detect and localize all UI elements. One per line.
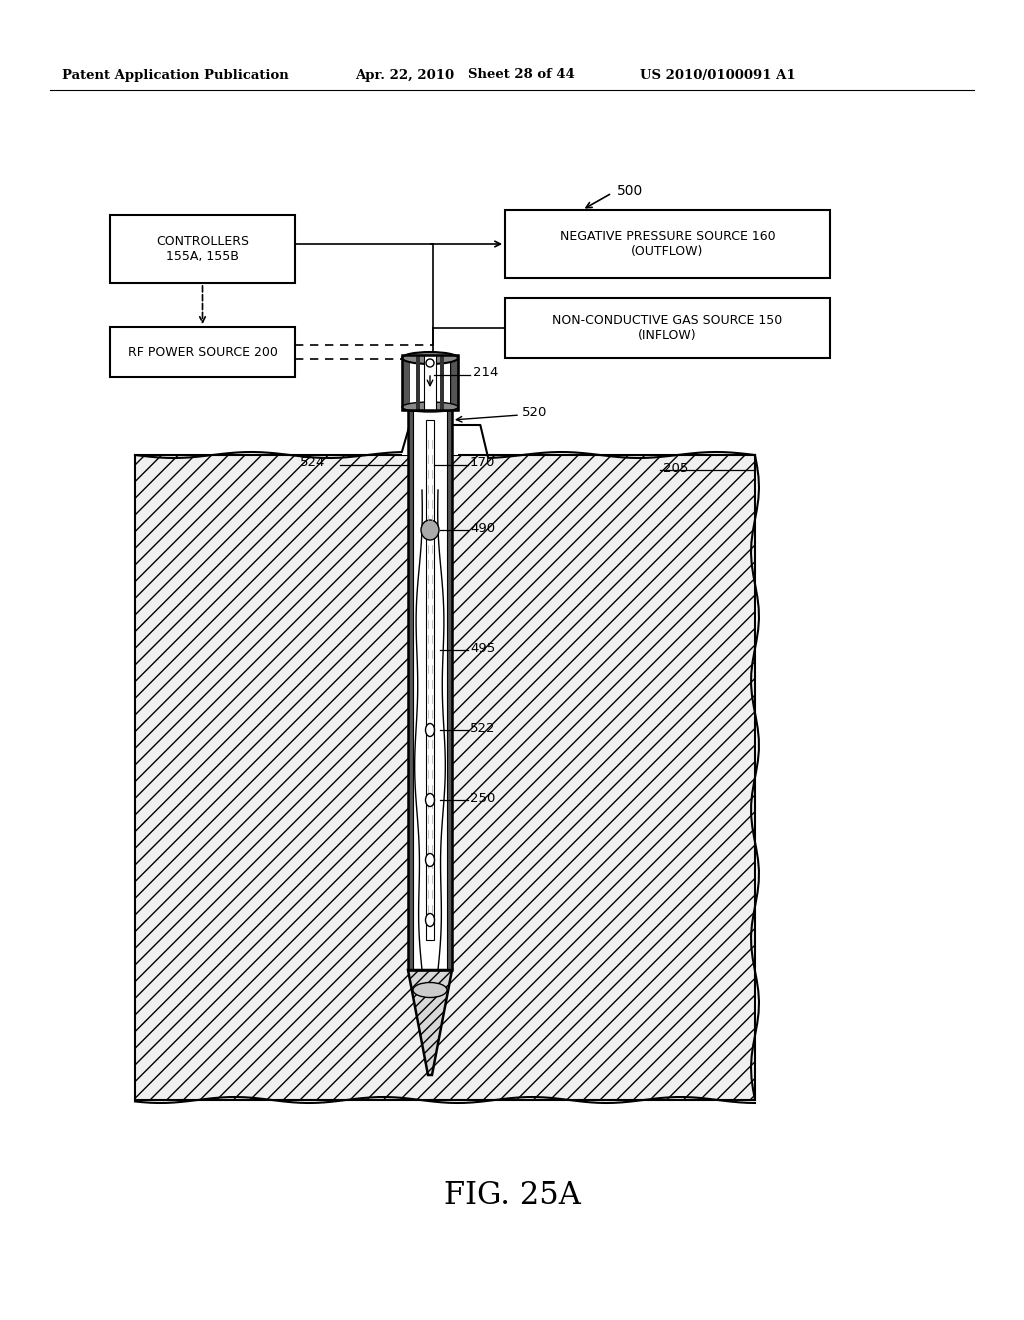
Text: 250: 250: [470, 792, 496, 804]
Bar: [402, 355, 458, 411]
Text: 214: 214: [473, 367, 499, 380]
Bar: [413, 411, 447, 970]
Ellipse shape: [413, 982, 447, 998]
Bar: [447, 411, 452, 970]
Bar: [110, 327, 295, 378]
Text: 500: 500: [617, 183, 643, 198]
Text: 490: 490: [470, 521, 496, 535]
Bar: [402, 355, 410, 411]
Bar: [410, 355, 450, 411]
Text: 495: 495: [470, 642, 496, 655]
Text: 524: 524: [300, 457, 326, 470]
Polygon shape: [408, 970, 452, 1074]
Text: Apr. 22, 2010: Apr. 22, 2010: [355, 69, 454, 82]
Bar: [110, 215, 295, 282]
Bar: [408, 411, 452, 970]
Bar: [440, 355, 444, 411]
Bar: [416, 355, 420, 411]
Bar: [426, 420, 434, 940]
Text: US 2010/0100091 A1: US 2010/0100091 A1: [640, 69, 796, 82]
Ellipse shape: [421, 520, 439, 540]
Ellipse shape: [402, 403, 458, 412]
Ellipse shape: [426, 913, 434, 927]
Ellipse shape: [426, 359, 434, 367]
Text: Patent Application Publication: Patent Application Publication: [62, 69, 289, 82]
Text: 522: 522: [470, 722, 496, 734]
Ellipse shape: [402, 352, 458, 364]
Bar: [450, 355, 458, 411]
Text: 205: 205: [663, 462, 688, 474]
Bar: [135, 455, 755, 1100]
Text: Sheet 28 of 44: Sheet 28 of 44: [468, 69, 574, 82]
Ellipse shape: [426, 854, 434, 866]
Ellipse shape: [426, 723, 434, 737]
Bar: [505, 298, 830, 358]
Text: CONTROLLERS
155A, 155B: CONTROLLERS 155A, 155B: [156, 235, 249, 263]
Bar: [402, 425, 458, 455]
Ellipse shape: [426, 793, 434, 807]
Text: NON-CONDUCTIVE GAS SOURCE 150
(INFLOW): NON-CONDUCTIVE GAS SOURCE 150 (INFLOW): [552, 314, 782, 342]
Text: NEGATIVE PRESSURE SOURCE 160
(OUTFLOW): NEGATIVE PRESSURE SOURCE 160 (OUTFLOW): [560, 230, 775, 257]
Bar: [424, 355, 436, 411]
Text: 170: 170: [470, 457, 496, 470]
Bar: [408, 411, 413, 970]
Text: 520: 520: [522, 407, 548, 420]
Text: RF POWER SOURCE 200: RF POWER SOURCE 200: [128, 346, 278, 359]
Bar: [505, 210, 830, 279]
Text: FIG. 25A: FIG. 25A: [443, 1180, 581, 1210]
